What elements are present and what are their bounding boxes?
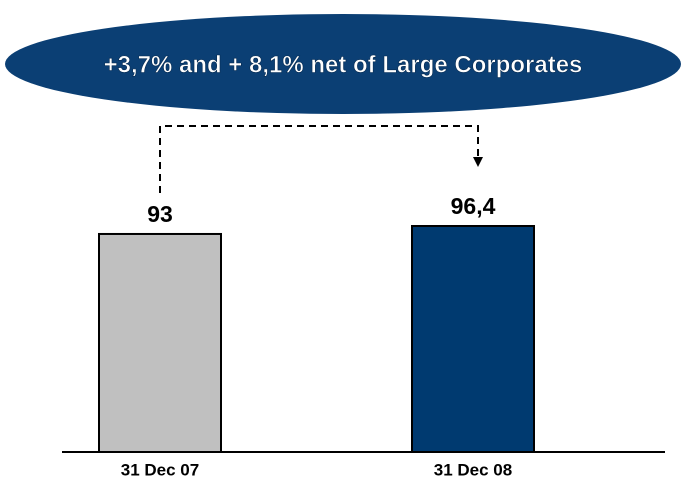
annotation-bubble [5,14,681,114]
bar [98,232,222,453]
value-label: 96,4 [451,193,496,219]
connector-arrow [159,125,483,193]
x-tick-label: 31 Dec 07 [121,460,199,479]
value-label: 93 [147,201,173,227]
bar [411,225,535,453]
annotation: +3,7% and + 8,1% net of Large Corporates [104,51,583,78]
plot: 93 31 Dec 07 96,4 31 Dec 08 [98,193,535,479]
x-tick-label: 31 Dec 08 [434,460,512,479]
